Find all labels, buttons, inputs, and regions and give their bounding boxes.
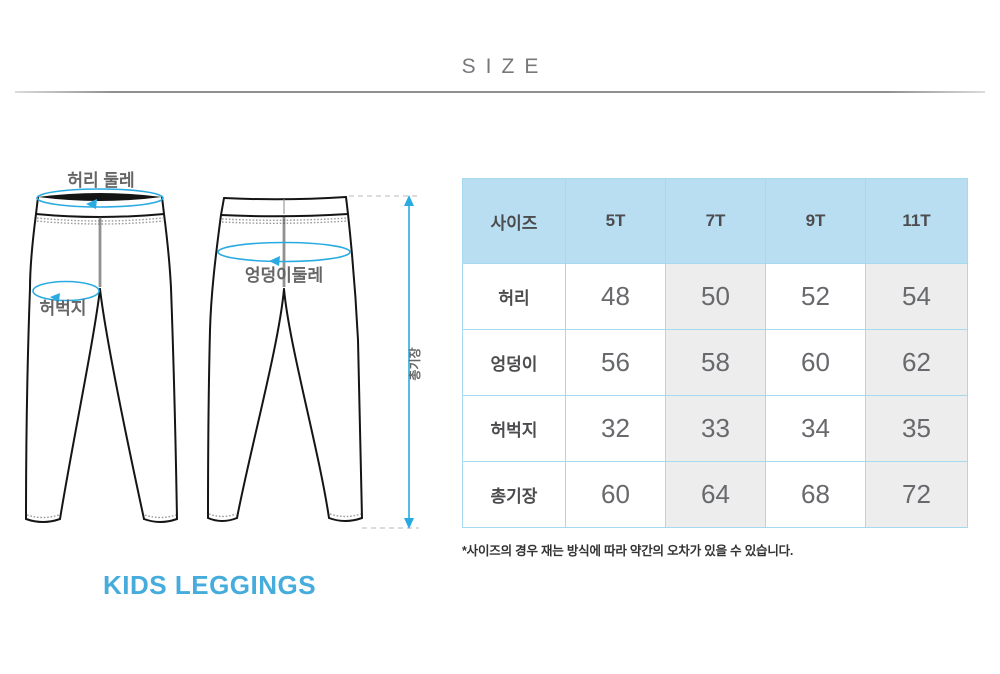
size-table-header: 사이즈 5T 7T 9T 11T <box>462 178 968 264</box>
column-header-5t: 5T <box>565 178 666 264</box>
table-cell: 56 <box>565 329 666 396</box>
table-cell: 48 <box>565 263 666 330</box>
table-cell: 64 <box>665 461 766 528</box>
page-title: SIZE <box>461 55 549 78</box>
column-header-11t: 11T <box>865 178 968 264</box>
size-table-body: 허리 48 50 52 54 엉덩이 56 58 60 62 허벅지 32 33 34 35 총기장 60 64 6… <box>462 263 968 528</box>
table-cell: 35 <box>865 395 968 462</box>
table-cell: 62 <box>865 329 968 396</box>
table-cell: 58 <box>665 329 766 396</box>
table-row: 허벅지 32 33 34 35 <box>462 395 968 462</box>
table-cell: 54 <box>865 263 968 330</box>
table-cell: 52 <box>765 263 866 330</box>
column-header-7t: 7T <box>665 178 766 264</box>
table-cell: 50 <box>665 263 766 330</box>
title-divider <box>15 91 985 93</box>
hip-label: 엉덩이둘레 <box>245 266 323 285</box>
waist-measure-annotation: 허리 둘레 <box>36 171 164 209</box>
table-cell: 33 <box>665 395 766 462</box>
leggings-front-drawing <box>25 193 178 523</box>
table-row: 총기장 60 64 68 72 <box>462 461 968 528</box>
row-label: 허리 <box>462 263 566 330</box>
size-footnote: *사이즈의 경우 재는 방식에 따라 약간의 오차가 있을 수 있습니다. <box>462 544 794 558</box>
waist-label: 허리 둘레 <box>67 171 134 190</box>
size-table: 사이즈 5T 7T 9T 11T 허리 48 50 52 54 엉덩이 56 58 60 62 허벅지 32 3… <box>462 178 968 528</box>
table-cell: 60 <box>765 329 866 396</box>
table-cell: 72 <box>865 461 968 528</box>
thigh-measure-annotation: 허벅지 <box>32 280 100 318</box>
column-header-9t: 9T <box>765 178 866 264</box>
table-row: 허리 48 50 52 54 <box>462 263 968 330</box>
table-cell: 60 <box>565 461 666 528</box>
waist-arrow-icon <box>86 199 97 209</box>
table-cell: 68 <box>765 461 866 528</box>
length-measure-annotation: 총기장 <box>349 195 422 529</box>
length-label: 총기장 <box>407 347 422 380</box>
length-arrow-down-icon <box>404 518 414 529</box>
leggings-diagram: 허리 둘레 허벅지 엉덩이둘레 총기장 <box>25 171 422 529</box>
row-label: 총기장 <box>462 461 566 528</box>
table-cell: 34 <box>765 395 866 462</box>
thigh-label: 허벅지 <box>40 299 87 318</box>
hip-measure-annotation: 엉덩이둘레 <box>217 241 351 285</box>
length-arrow-up-icon <box>404 195 414 206</box>
hip-arrow-icon <box>269 256 280 266</box>
row-label: 엉덩이 <box>462 329 566 396</box>
row-label: 허벅지 <box>462 395 566 462</box>
thigh-arrow-icon <box>50 293 60 302</box>
product-caption: KIDS LEGGINGS <box>103 570 317 600</box>
size-column-title: 사이즈 <box>462 178 566 264</box>
table-cell: 32 <box>565 395 666 462</box>
leggings-back-drawing <box>207 196 363 522</box>
table-row: 엉덩이 56 58 60 62 <box>462 329 968 396</box>
